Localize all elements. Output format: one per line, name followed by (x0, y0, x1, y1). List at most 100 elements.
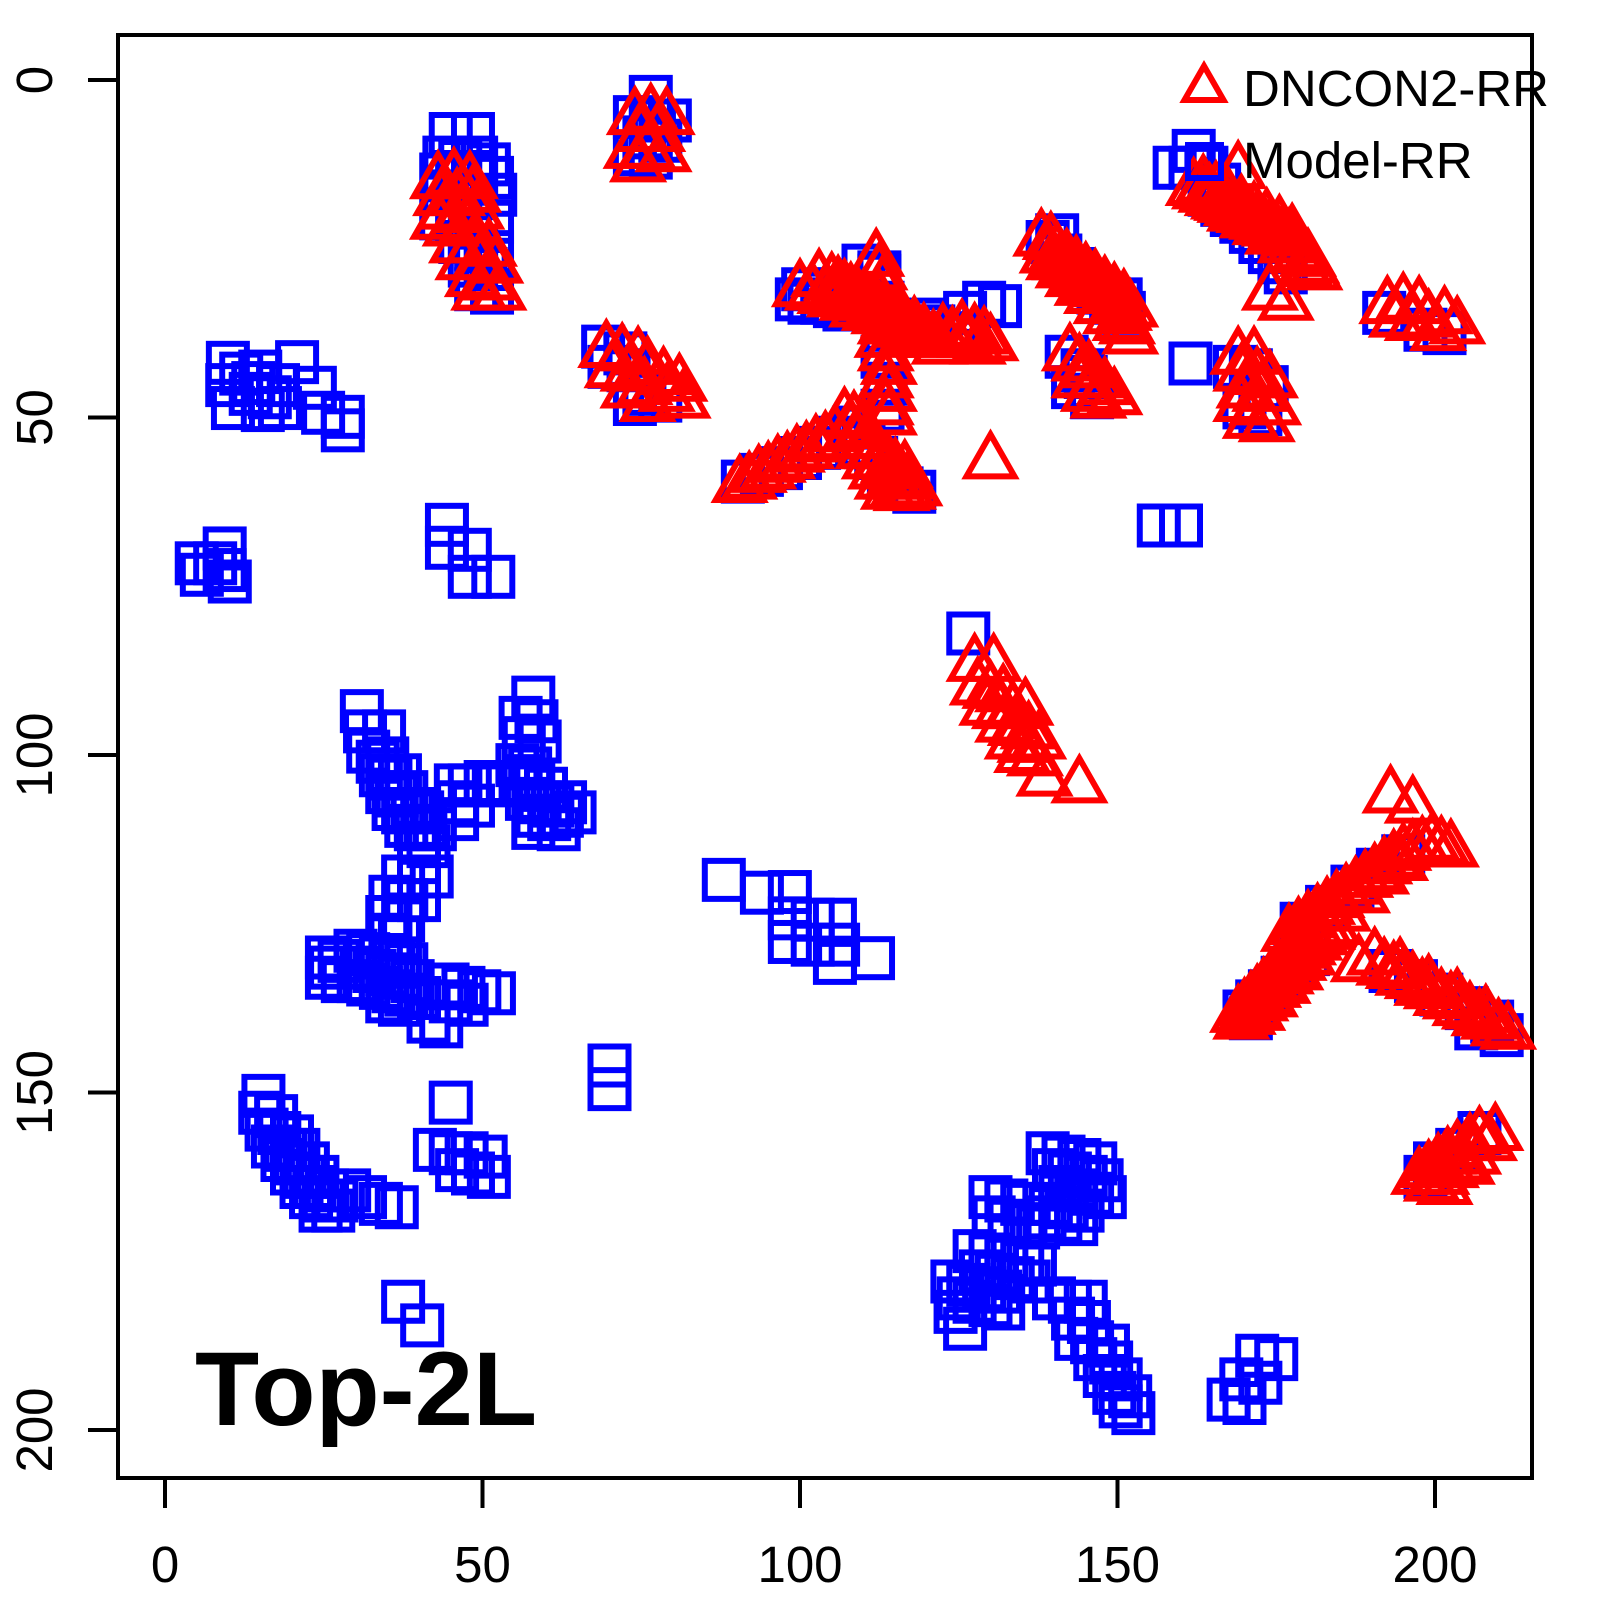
triangle-marker (608, 131, 668, 183)
triangle-marker (408, 188, 468, 240)
triangle-marker (653, 367, 712, 419)
square-marker (435, 797, 480, 842)
triangle-marker (1237, 391, 1296, 443)
triangle-marker (993, 721, 1052, 773)
triangle-marker (1469, 995, 1528, 1047)
square-marker (1159, 503, 1203, 548)
triangle-marker (1228, 979, 1287, 1031)
square-marker (527, 797, 572, 842)
triangle-marker (1085, 364, 1144, 416)
triangle-marker (808, 252, 868, 304)
triangle-marker (1456, 981, 1515, 1033)
square-marker (971, 1195, 1016, 1240)
square-marker (428, 1080, 473, 1125)
y-tick-label: 200 (6, 1387, 63, 1472)
triangle-marker (634, 121, 693, 173)
triangle-marker (618, 370, 677, 422)
triangle-marker (1208, 138, 1268, 190)
square-marker (247, 375, 292, 420)
triangle-marker (1466, 1099, 1525, 1151)
triangle-marker (1062, 262, 1122, 314)
square-marker (511, 805, 556, 850)
square-marker (435, 1148, 480, 1193)
triangle-marker (450, 259, 509, 311)
annotation-top-2l: Top-2L (195, 1331, 537, 1448)
x-tick-label: 50 (454, 1536, 511, 1593)
triangle-marker (770, 256, 830, 308)
square-marker (990, 1256, 1035, 1301)
triangle-marker (859, 431, 919, 483)
square-marker (336, 959, 381, 1004)
triangle-marker (1409, 300, 1468, 352)
square-marker (790, 897, 835, 942)
square-marker (450, 783, 495, 828)
square-marker (536, 807, 581, 852)
square-marker (447, 527, 492, 572)
square-marker (1098, 1384, 1143, 1429)
square-marker (343, 1175, 388, 1220)
triangle-marker (1285, 239, 1344, 291)
square-marker (1022, 1195, 1067, 1240)
triangle-marker (1253, 952, 1312, 1004)
square-marker (447, 554, 492, 599)
square-marker (767, 896, 812, 941)
y-tick-label: 100 (6, 712, 63, 797)
scatter-points (174, 74, 1538, 1436)
square-marker (1206, 1377, 1251, 1422)
triangle-marker (1221, 387, 1281, 439)
square-marker (936, 1276, 981, 1321)
square-marker (205, 363, 250, 408)
square-marker (424, 502, 469, 547)
square-marker (424, 525, 469, 570)
triangle-marker (1228, 343, 1287, 395)
triangle-marker (1437, 1133, 1496, 1185)
triangle-marker (1053, 254, 1112, 306)
x-tick-label: 150 (1075, 1536, 1160, 1593)
square-marker (1136, 503, 1181, 548)
triangle-marker (1015, 745, 1074, 797)
legend-square-icon (1185, 142, 1224, 181)
triangle-marker (1240, 966, 1300, 1018)
square-marker (450, 1151, 495, 1196)
square-marker (314, 1178, 359, 1223)
square-marker (978, 284, 1023, 329)
y-tick-label: 50 (6, 389, 63, 446)
triangle-marker (777, 418, 836, 470)
square-marker (1222, 1381, 1267, 1425)
triangle-marker (878, 458, 938, 510)
triangle-marker (1428, 964, 1487, 1016)
triangle-marker (923, 303, 982, 355)
triangle-marker (805, 266, 865, 318)
triangle-marker (1370, 829, 1430, 881)
triangle-marker (1212, 340, 1271, 392)
square-marker (327, 1168, 372, 1213)
square-marker (1054, 1202, 1099, 1247)
triangle-marker (1415, 1153, 1474, 1205)
x-axis: 0 50 100 150 200 (151, 1478, 1478, 1593)
square-marker (397, 820, 441, 865)
triangle-marker (459, 249, 519, 301)
x-tick-label: 200 (1392, 1536, 1477, 1593)
square-marker (308, 945, 353, 990)
triangle-marker (1297, 898, 1357, 950)
square-marker (974, 1252, 1019, 1297)
triangle-marker (859, 360, 919, 412)
square-marker (767, 870, 812, 915)
square-marker (958, 1249, 1003, 1294)
square-marker (767, 919, 812, 964)
triangle-marker (1266, 939, 1325, 991)
y-tick-label: 150 (6, 1050, 63, 1135)
x-tick-label: 100 (757, 1536, 842, 1593)
square-marker (238, 349, 283, 394)
square-marker (320, 408, 365, 453)
square-marker (587, 1067, 632, 1112)
triangle-marker (1450, 1103, 1509, 1155)
triangle-marker (1361, 762, 1420, 814)
square-marker (851, 936, 896, 981)
square-marker (406, 999, 451, 1044)
square-marker (471, 554, 516, 599)
square-marker (587, 1043, 632, 1088)
square-marker (471, 971, 516, 1016)
